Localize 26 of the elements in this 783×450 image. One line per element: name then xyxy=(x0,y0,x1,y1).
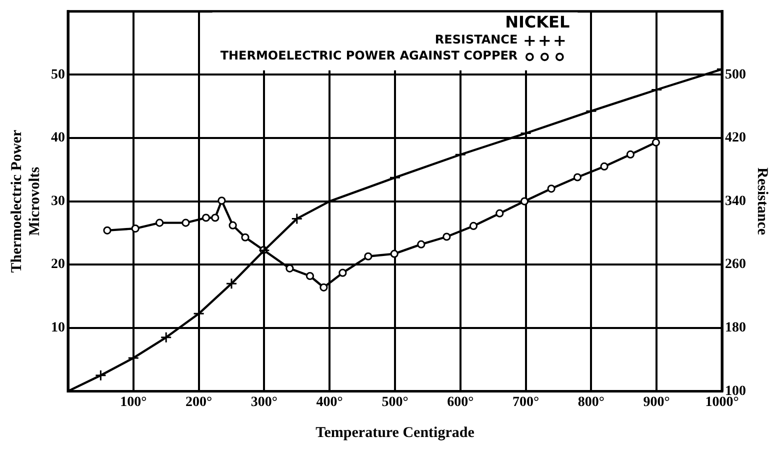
y-tick-label: 50 xyxy=(51,67,65,82)
legend-label: THERMOELECTRIC POWER AGAINST COPPER xyxy=(220,48,518,63)
y-tick-label: 10 xyxy=(51,320,65,336)
chart-title: NICKEL xyxy=(505,12,570,32)
x-tick-label: 300° xyxy=(250,395,278,410)
x-tick-label: 700° xyxy=(512,395,540,410)
y2-tick-label: 180 xyxy=(725,320,746,336)
x-tick-label: 100° xyxy=(120,395,147,410)
x-tick-label: 800° xyxy=(578,395,605,410)
y2-tick-label: 420 xyxy=(725,130,746,146)
y-tick-label: 20 xyxy=(51,257,65,272)
y-tick-label: 40 xyxy=(51,130,65,146)
x-tick-label: 900° xyxy=(643,395,670,410)
y-tick-label: 30 xyxy=(51,194,65,209)
x-tick-label: 400° xyxy=(316,395,343,410)
x-tick-label: 1000° xyxy=(705,395,739,410)
x-axis-title: Temperature Centigrade xyxy=(316,424,475,441)
y2-tick-label: 340 xyxy=(725,194,746,209)
x-tick-label: 200° xyxy=(185,395,212,410)
y2-tick-label: 260 xyxy=(725,257,746,272)
legend-label: RESISTANCE xyxy=(434,32,518,47)
y2-tick-label: 500 xyxy=(725,67,746,82)
x-tick-label: 600° xyxy=(447,395,474,410)
y2-axis-title: Resistance xyxy=(754,168,770,236)
y-axis-title: Thermoelectric Power Microvolts xyxy=(8,130,43,273)
x-tick-label: 500° xyxy=(382,395,408,410)
